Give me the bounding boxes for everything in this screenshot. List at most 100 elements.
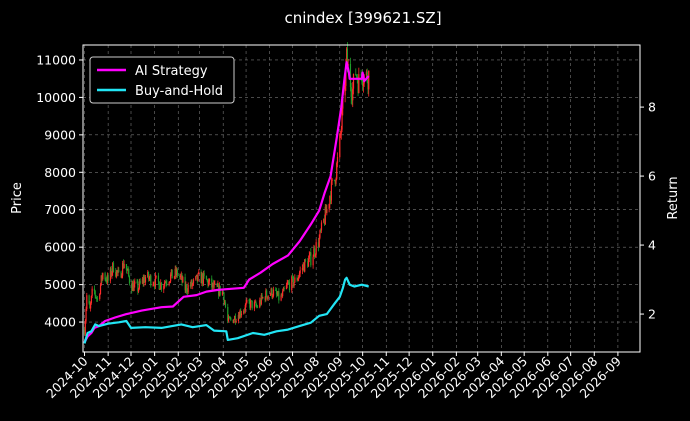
candle-body: [164, 282, 166, 284]
legend: AI Strategy Buy-and-Hold: [89, 56, 235, 104]
candle-body: [357, 80, 359, 94]
candle-body: [165, 282, 167, 284]
candle-body: [259, 300, 262, 305]
candle-body: [298, 276, 300, 279]
candle-body: [243, 310, 245, 314]
candle-body: [90, 295, 92, 304]
candle-body: [96, 298, 99, 300]
candle-body: [270, 288, 272, 295]
candle-body: [143, 277, 145, 284]
candle-body: [105, 279, 107, 281]
candle-body: [84, 321, 86, 335]
candle-body: [106, 274, 108, 283]
candle-body: [99, 284, 102, 295]
candle-body: [142, 278, 144, 284]
candle-body: [139, 281, 141, 284]
candle-body: [304, 259, 307, 262]
candle-body: [138, 288, 140, 292]
candle-body: [94, 291, 96, 296]
candle-body: [320, 222, 323, 231]
candle-body: [333, 179, 336, 181]
candle-body: [362, 83, 365, 86]
candle-body: [128, 269, 130, 277]
candle-body: [234, 316, 236, 320]
candle-body: [250, 300, 252, 308]
candle-body: [96, 297, 98, 299]
candle-body: [276, 294, 278, 296]
candle-body: [176, 269, 178, 276]
candle-body: [128, 276, 131, 284]
candle-body: [187, 285, 189, 293]
candle-body: [149, 275, 151, 279]
candle-body: [303, 263, 305, 272]
candle-body: [191, 280, 193, 286]
candle-body: [282, 291, 284, 297]
candle-body: [237, 314, 240, 322]
candle-body: [331, 179, 333, 182]
candle-body: [291, 276, 294, 278]
candle-body: [294, 277, 296, 283]
candle-body: [336, 157, 339, 163]
candle-body: [326, 208, 328, 214]
candle-body: [234, 316, 236, 323]
candle-body: [179, 276, 182, 278]
candle-body: [163, 282, 166, 286]
candle-body: [259, 300, 261, 308]
candle-body: [349, 63, 352, 88]
candle-body: [150, 275, 152, 286]
candle-body: [272, 289, 275, 296]
candle-body: [186, 284, 188, 292]
candle-body: [99, 294, 101, 299]
candle-body: [109, 268, 112, 281]
candle-body: [169, 281, 171, 283]
candle-body: [323, 218, 326, 225]
x-axis: 2024-102024-112024-122025-012025-022025-…: [43, 352, 624, 401]
candle-body: [168, 282, 170, 285]
candle-body: [267, 295, 269, 299]
candle-body: [91, 288, 93, 296]
candle-body: [282, 287, 284, 292]
candle-body: [350, 87, 352, 97]
candle-body: [243, 310, 246, 312]
candle-body: [240, 310, 242, 316]
candle-body: [89, 303, 91, 309]
candle-body: [329, 196, 331, 205]
candle-body: [235, 321, 237, 323]
legend-box: [89, 56, 235, 104]
candle-body: [171, 269, 173, 279]
candle-body: [202, 274, 204, 284]
candle-body: [117, 270, 119, 273]
candle-body: [255, 302, 257, 306]
candle-body: [324, 206, 326, 225]
candle-body: [106, 279, 108, 283]
candle-body: [351, 96, 353, 101]
candle-body: [166, 283, 168, 285]
candle-body: [319, 230, 321, 238]
candle-body: [173, 276, 176, 279]
candle-body: [200, 271, 202, 284]
candle-body: [212, 282, 214, 288]
candle-body: [286, 283, 288, 286]
candle-body: [221, 291, 224, 295]
candle-body: [298, 273, 300, 277]
candle-body: [283, 287, 285, 290]
candle-body: [256, 305, 258, 307]
candle-body: [110, 268, 112, 276]
candle-body: [203, 273, 205, 276]
candle-body: [101, 275, 103, 280]
candle-body: [336, 162, 338, 179]
candle-body: [256, 306, 259, 308]
candle-body: [170, 269, 172, 275]
y2-tick-label: 8: [648, 100, 656, 115]
candle-body: [192, 283, 194, 286]
y-tick-label: 9000: [44, 127, 76, 142]
y2-tick-label: 2: [648, 307, 656, 322]
candle-body: [293, 282, 295, 287]
candle-body: [170, 274, 172, 282]
candle-body: [250, 300, 252, 302]
candle-body: [85, 309, 87, 322]
candle-body: [335, 178, 337, 184]
y-tick-label: 6000: [44, 240, 76, 255]
candle-body: [134, 281, 136, 284]
candle-body: [310, 252, 312, 266]
